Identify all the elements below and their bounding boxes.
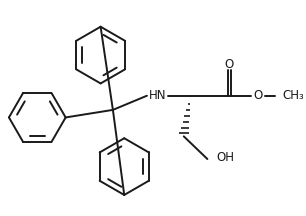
Text: HN: HN	[148, 89, 166, 102]
Text: OH: OH	[217, 151, 235, 164]
Text: CH₃: CH₃	[282, 89, 304, 102]
Text: O: O	[254, 89, 263, 102]
Text: O: O	[225, 58, 234, 71]
